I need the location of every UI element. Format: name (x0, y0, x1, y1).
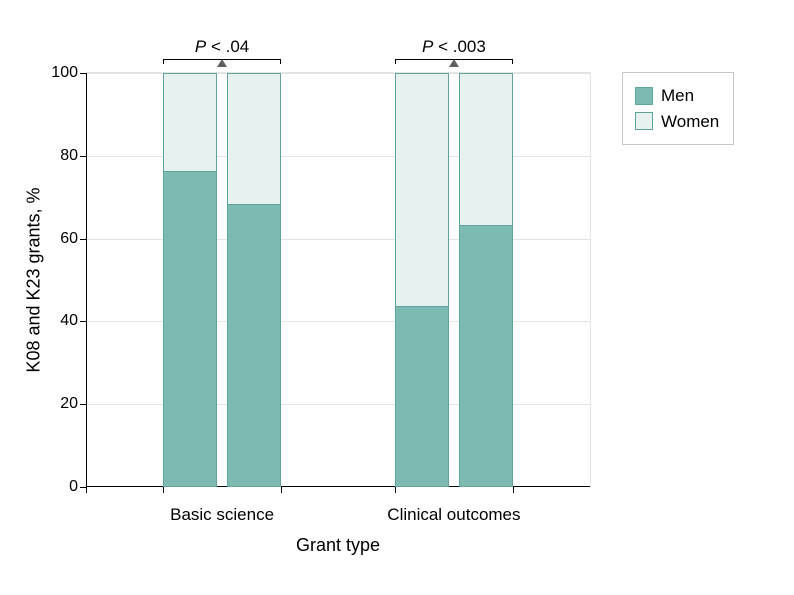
gridline (86, 321, 590, 322)
xtick-group: Basic science (170, 487, 274, 525)
bar-segment-men (164, 171, 216, 486)
ytick-label: 100 (51, 64, 86, 82)
legend-swatch (635, 112, 653, 130)
legend-swatch (635, 87, 653, 105)
chart-root: 0 20 40 60 80 100 K08 and K23 grants, % Basic s… (0, 0, 794, 595)
bar-segment-men (396, 306, 448, 486)
p-value-text: P < .003 (395, 37, 513, 57)
bracket-triangle-icon (217, 59, 227, 67)
y-axis-label: K08 and K23 grants, % (24, 187, 45, 372)
bracket-tick (512, 59, 513, 64)
xtick-mark (163, 487, 164, 493)
annotation-bracket (395, 59, 513, 67)
bar (459, 73, 513, 487)
gridline (86, 404, 590, 405)
xtick-label: Clinical outcomes (387, 505, 520, 525)
legend-item: Men (635, 83, 719, 109)
ytick-label: 80 (60, 147, 86, 165)
y-axis-line (86, 73, 87, 487)
bar (227, 73, 281, 487)
xtick-mark (86, 487, 87, 493)
bracket-tick (163, 59, 164, 64)
legend: MenWomen (622, 72, 734, 145)
ytick-label: 60 (60, 230, 86, 248)
x-axis-label: Grant type (296, 535, 380, 556)
bar-segment-men (228, 204, 280, 486)
gridline (86, 156, 590, 157)
ytick-label: 20 (60, 395, 86, 413)
gridline (86, 239, 590, 240)
bracket-tick (280, 59, 281, 64)
xtick-label: Basic science (170, 505, 274, 525)
legend-label: Men (661, 83, 694, 109)
plot-area: 020406080100K08 and K23 grants, %Basic s… (86, 72, 591, 487)
p-value-annotation: P < .003 (395, 37, 513, 67)
ytick-label: 0 (69, 478, 86, 496)
xtick-group: Clinical outcomes (387, 487, 520, 525)
xtick-mark (281, 487, 282, 493)
bracket-tick (395, 59, 396, 64)
p-value-text: P < .04 (163, 37, 281, 57)
legend-item: Women (635, 109, 719, 135)
ytick-label: 40 (60, 312, 86, 330)
bar (163, 73, 217, 487)
p-value-annotation: P < .04 (163, 37, 281, 67)
bar (395, 73, 449, 487)
gridline (86, 73, 590, 74)
annotation-bracket (163, 59, 281, 67)
legend-label: Women (661, 109, 719, 135)
bracket-triangle-icon (449, 59, 459, 67)
bar-segment-men (460, 225, 512, 486)
